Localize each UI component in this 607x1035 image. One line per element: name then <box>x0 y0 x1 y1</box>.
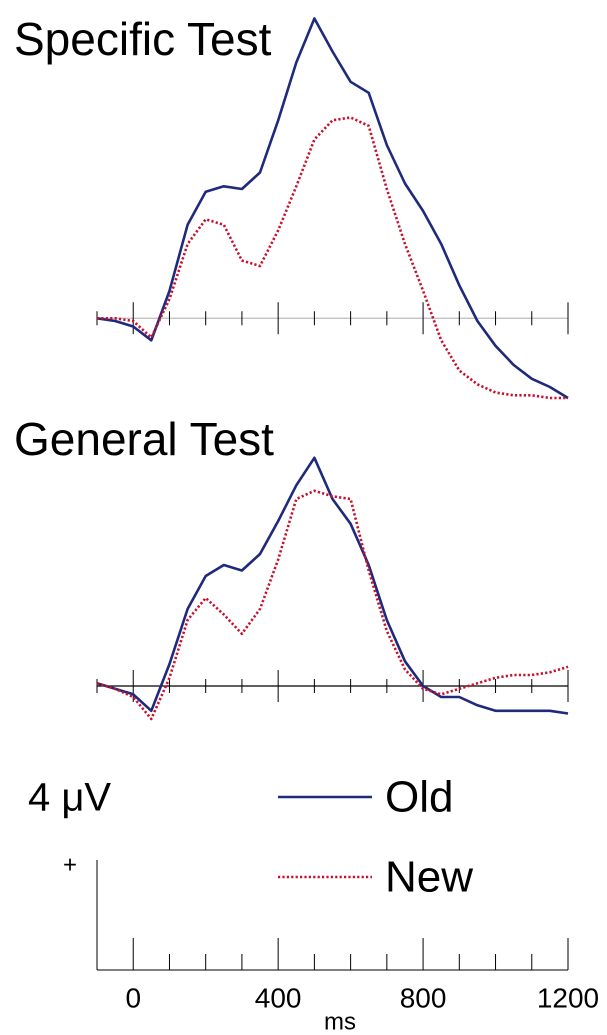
legend-label: Old <box>385 773 453 822</box>
scale-sign: + <box>63 851 77 878</box>
series-line <box>97 116 568 400</box>
legend-label: New <box>385 853 473 902</box>
series-line <box>96 489 569 721</box>
scale-label: 4 μV <box>28 776 111 820</box>
x-tick-label: 800 <box>400 982 447 1013</box>
series-line <box>96 17 569 400</box>
x-axis-label: ms <box>324 1008 356 1035</box>
x-tick-label: 1200 <box>537 982 599 1013</box>
series-line <box>96 456 569 715</box>
panel-title: Specific Test <box>14 13 272 65</box>
panel-title: General Test <box>14 413 274 465</box>
x-tick-label: 0 <box>125 982 141 1013</box>
x-tick-label: 400 <box>255 982 302 1013</box>
